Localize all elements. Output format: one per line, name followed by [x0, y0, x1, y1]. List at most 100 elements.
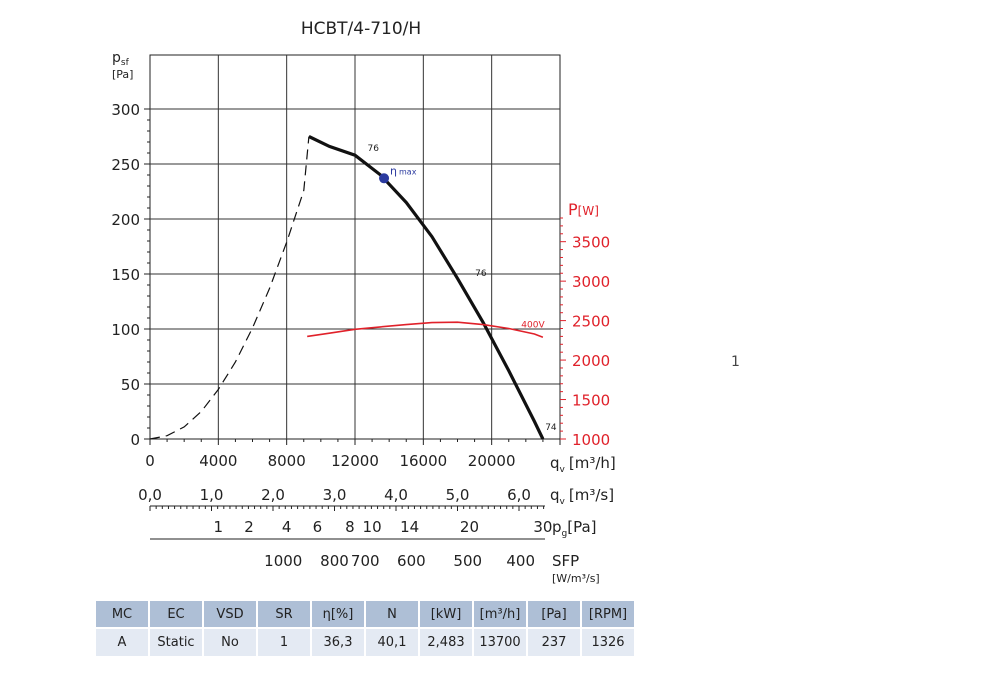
svg-text:qv[m³/h]: qv [m³/h] [550, 454, 616, 475]
y2-tick-labels: 1000 1500 2000 2500 3000 3500 [572, 234, 610, 449]
curve-annotations: 76 76 74 400V [368, 144, 557, 433]
sfp-tick-label: 500 [453, 552, 482, 570]
secondary-scales: 0,0 1,0 2,0 3,0 4,0 5,0 6,0 qv [m³/s] 1 2 4 6 8 10 14 20… [138, 486, 614, 585]
table-header-cell: [m³/h] [473, 601, 528, 628]
sfp-axis-unit: [W/m³/s] [552, 572, 600, 585]
table-header-cell: MC [96, 601, 150, 628]
y2-tick-label: 2500 [572, 313, 610, 331]
y2-tick-label: 3000 [572, 273, 610, 291]
pg-axis-label: pg[Pa] [552, 518, 597, 539]
table-header-cell: EC [149, 601, 204, 628]
curve-label: 400V [521, 321, 545, 331]
table-cell: A [96, 627, 150, 656]
eta-max-point [379, 173, 390, 184]
table-header-cell: [kW] [419, 601, 474, 628]
x-label-main: q [550, 454, 560, 472]
pg-tick-label: 30 [533, 518, 552, 536]
table-cell: 2,483 [419, 627, 474, 656]
y-tick-label: 50 [121, 376, 140, 394]
chart-grid [144, 54, 566, 445]
eta-max-label: η max [390, 164, 417, 177]
qv-m3s-tick-label: 6,0 [507, 486, 531, 504]
x-axis-label: qv [m³/h] [550, 454, 616, 475]
table-header-cell: [Pa] [527, 601, 582, 628]
table-header-cell: SR [257, 601, 312, 628]
pg-tick-label: 10 [363, 518, 382, 536]
y2-axis-label: P[W] [568, 200, 599, 219]
x-tick-label: 8000 [268, 452, 306, 470]
svg-text:psf: psf [112, 50, 130, 68]
table-cell: 237 [527, 627, 582, 656]
y2-tick-label: 1000 [572, 431, 610, 449]
x-tick-label: 16000 [399, 452, 447, 470]
table-header-row: MC EC VSD SR η[%] N [kW] [m³/h] [Pa] [RP… [96, 601, 636, 628]
table-cell: Static [149, 627, 204, 656]
x-label-sub: v [560, 465, 566, 475]
curve-label: 76 [475, 269, 487, 279]
pg-tick-label: 4 [282, 518, 292, 536]
pg-tick-label: 20 [460, 518, 479, 536]
qv-m3s-tick-label: 4,0 [384, 486, 408, 504]
qv-m3s-tick-label: 0,0 [138, 486, 162, 504]
y-tick-label: 300 [111, 101, 140, 119]
table-header-cell: η[%] [311, 601, 366, 628]
chart-series: η max [149, 135, 545, 440]
pg-tick-label: 6 [313, 518, 323, 536]
y2-label-unit: [W] [578, 204, 599, 218]
curve-label: 76 [368, 144, 380, 154]
table-row: A Static No 1 36,3 40,1 2,483 13700 237 … [96, 627, 636, 656]
table-cell: 1 [257, 627, 312, 656]
x-tick-label: 4000 [199, 452, 237, 470]
table-cell: 36,3 [311, 627, 366, 656]
y-label-main: p [112, 50, 121, 66]
curve-label: 74 [545, 423, 557, 433]
y-tick-label: 150 [111, 266, 140, 284]
x-tick-label: 0 [145, 452, 155, 470]
y-tick-labels: 0 50 100 150 200 250 300 [111, 101, 140, 449]
table-cell: 40,1 [365, 627, 420, 656]
qv-m3s-tick-label: 1,0 [200, 486, 224, 504]
table-cell: 13700 [473, 627, 528, 656]
qv-m3s-axis-label: qv [m³/s] [550, 486, 614, 507]
y2-tick-label: 3500 [572, 234, 610, 252]
series-line [149, 136, 310, 440]
table-header-cell: [RPM] [581, 601, 636, 628]
series-line [308, 135, 545, 440]
table-cell: 1326 [581, 627, 636, 656]
series-line [307, 321, 544, 338]
svg-text:P[W]: P[W] [568, 200, 599, 219]
y-tick-label: 100 [111, 321, 140, 339]
sfp-tick-label: 1000 [264, 552, 302, 570]
y-label-sub: sf [121, 58, 130, 68]
table-cell: No [203, 627, 258, 656]
y-tick-label: 250 [111, 156, 140, 174]
fan-curve-chart: HCBT/4-710/H psf [Pa] P[W] 0501001502002… [111, 19, 616, 585]
x-tick-labels: 0 4000 8000 12000 16000 20000 [145, 452, 515, 470]
pg-tick-label: 2 [244, 518, 254, 536]
qv-m3s-tick-label: 2,0 [261, 486, 285, 504]
pg-tick-label: 1 [214, 518, 224, 536]
sfp-tick-label: 600 [397, 552, 426, 570]
y2-tick-label: 1500 [572, 392, 610, 410]
y2-tick-label: 2000 [572, 352, 610, 370]
operating-point-table: MC EC VSD SR η[%] N [kW] [m³/h] [Pa] [RP… [96, 601, 636, 656]
y-tick-label: 200 [111, 211, 140, 229]
qv-m3s-tick-label: 5,0 [446, 486, 470, 504]
x-label-unit: [m³/h] [569, 454, 616, 472]
chart-title: HCBT/4-710/H [301, 19, 421, 39]
y-axis-label: psf [Pa] [112, 50, 133, 81]
qv-m3s-tick-label: 3,0 [323, 486, 347, 504]
sfp-tick-label: 400 [506, 552, 535, 570]
y-label-unit: [Pa] [112, 68, 133, 81]
table-header-cell: VSD [203, 601, 258, 628]
pg-tick-label: 8 [345, 518, 355, 536]
y2-label-main: P [568, 200, 578, 219]
y-tick-label: 0 [130, 431, 140, 449]
table-header-cell: N [365, 601, 420, 628]
sfp-tick-label: 700 [351, 552, 380, 570]
stray-mark: 1 [731, 354, 740, 370]
sfp-axis-label: SFP [552, 552, 579, 570]
sfp-tick-label: 800 [320, 552, 349, 570]
x-tick-label: 12000 [331, 452, 379, 470]
x-tick-label: 20000 [468, 452, 516, 470]
